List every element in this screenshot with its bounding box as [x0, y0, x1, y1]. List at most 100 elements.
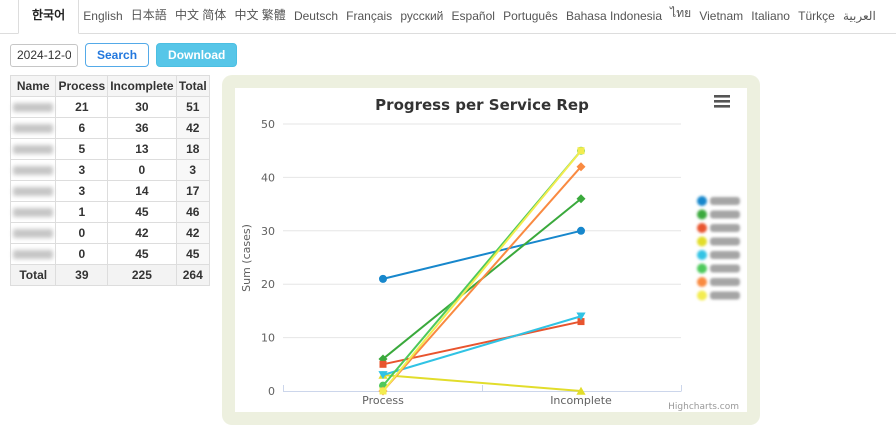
language-tab-8[interactable]: Español: [451, 9, 495, 23]
redacted-name-cell: [9, 222, 57, 244]
total-cell: 42: [175, 222, 211, 244]
blurred-legend-label: [710, 264, 740, 273]
legend-marker: [697, 196, 707, 206]
language-tab-6[interactable]: Français: [346, 9, 393, 23]
language-tab-10[interactable]: Bahasa Indonesia: [565, 9, 663, 23]
redacted-name-cell: [9, 117, 57, 139]
y-axis-tick-label: 30: [261, 225, 275, 238]
x-axis-label: Process: [362, 394, 404, 407]
process-cell: 3: [55, 180, 109, 202]
total-cell: 42: [175, 117, 211, 139]
y-axis-tick-label: 50: [261, 118, 275, 131]
process-cell: 21: [55, 96, 109, 118]
blurred-legend-label: [710, 210, 740, 219]
highcharts-credit[interactable]: Highcharts.com: [668, 402, 739, 412]
blurred-legend-label: [710, 197, 740, 205]
language-tab-5[interactable]: Deutsch: [293, 9, 338, 23]
language-tab-13[interactable]: Italiano: [751, 9, 790, 23]
language-tab-9[interactable]: Português: [503, 9, 558, 23]
incomplete-cell: 14: [107, 180, 177, 202]
legend-item[interactable]: [697, 263, 740, 274]
legend-item[interactable]: [697, 196, 740, 206]
table-header-name: Name: [9, 75, 57, 97]
legend-marker: [697, 277, 707, 287]
blurred-legend-label: [710, 237, 740, 246]
process-cell: 1: [55, 201, 109, 223]
progress-chart-svg: 0 10 20 30 40 50 Sum (cases) Process Incomplete P…: [240, 95, 740, 412]
language-tab-1[interactable]: English: [83, 9, 123, 23]
chart-series-7[interactable]: [379, 147, 585, 395]
table-header-process: Process: [55, 75, 109, 97]
search-button[interactable]: Search: [85, 43, 150, 67]
language-tab-11[interactable]: ไทย: [670, 6, 692, 20]
table-row: 3 14 17: [9, 180, 211, 202]
table-row: 0 42 42: [9, 222, 211, 244]
incomplete-cell: 36: [107, 117, 177, 139]
date-input[interactable]: [10, 43, 78, 67]
language-tab-7[interactable]: русский: [400, 9, 444, 23]
legend-item[interactable]: [697, 236, 740, 247]
series-line: [382, 315, 582, 376]
main-content: Name Process Incomplete Total 21 30 51 6 36 42 5 1…: [0, 75, 896, 425]
total-cell: 45: [175, 243, 211, 265]
chart-series-2[interactable]: [379, 318, 585, 368]
language-tab-4[interactable]: 中文 繁體: [234, 8, 286, 22]
language-tab-15[interactable]: العربية: [842, 9, 876, 23]
table-row: 5 13 18: [9, 138, 211, 160]
legend-item[interactable]: [697, 223, 740, 233]
series-line: [382, 166, 582, 392]
legend-item[interactable]: [697, 277, 740, 287]
process-cell: 5: [55, 138, 109, 160]
chart-menu-icon[interactable]: [714, 95, 730, 108]
total-process-cell: 39: [55, 264, 109, 286]
blurred-legend-label: [710, 278, 740, 286]
y-axis-tick-label: 10: [261, 332, 275, 345]
incomplete-cell: 42: [107, 222, 177, 244]
legend-marker: [697, 250, 707, 260]
blurred-name: [13, 166, 54, 176]
chart-series-4[interactable]: [378, 312, 586, 380]
process-cell: 6: [55, 117, 109, 139]
chart-panel: 0 10 20 30 40 50 Sum (cases) Process Incomplete P…: [222, 75, 760, 425]
redacted-name-cell: [9, 180, 57, 202]
process-cell: 0: [55, 222, 109, 244]
redacted-name-cell: [9, 138, 57, 160]
total-label-cell: Total: [9, 264, 57, 286]
download-button[interactable]: Download: [156, 43, 238, 67]
y-axis-tick-label: 40: [261, 171, 275, 184]
incomplete-cell: 45: [107, 243, 177, 265]
total-cell: 46: [175, 201, 211, 223]
chart-legend: [697, 196, 740, 301]
process-cell: 0: [55, 243, 109, 265]
y-axis-title: Sum (cases): [240, 224, 253, 292]
legend-marker: [697, 209, 707, 220]
table-header-total: Total: [175, 75, 211, 97]
series-line: [382, 150, 582, 392]
table-row: 0 45 45: [9, 243, 211, 265]
total-cell: 3: [175, 159, 211, 181]
blurred-name: [13, 229, 54, 239]
language-tab-14[interactable]: Türkçe: [798, 9, 835, 23]
legend-item[interactable]: [697, 290, 740, 301]
language-tab-2[interactable]: 日本語: [130, 8, 167, 22]
language-tabbar: 한국어 English 日本語 中文 简体 中文 繁體 Deutsch Français ру…: [0, 0, 896, 34]
language-tab-0[interactable]: 한국어: [18, 0, 80, 34]
language-tab-12[interactable]: Vietnam: [699, 9, 744, 23]
incomplete-cell: 13: [107, 138, 177, 160]
table-row: 1 45 46: [9, 201, 211, 223]
legend-item[interactable]: [697, 209, 740, 220]
blurred-name: [13, 208, 54, 218]
legend-marker: [697, 223, 707, 233]
blurred-name: [13, 124, 54, 134]
redacted-name-cell: [9, 201, 57, 223]
language-tab-3[interactable]: 中文 简体: [174, 8, 227, 22]
x-axis-label: Incomplete: [550, 394, 612, 407]
table-header-incomplete: Incomplete: [107, 75, 177, 97]
total-cell: 17: [175, 180, 211, 202]
legend-item[interactable]: [697, 250, 740, 260]
blurred-name: [13, 250, 54, 260]
redacted-name-cell: [9, 243, 57, 265]
chart-series-0[interactable]: [379, 226, 585, 283]
chart-series-6[interactable]: [378, 162, 586, 396]
